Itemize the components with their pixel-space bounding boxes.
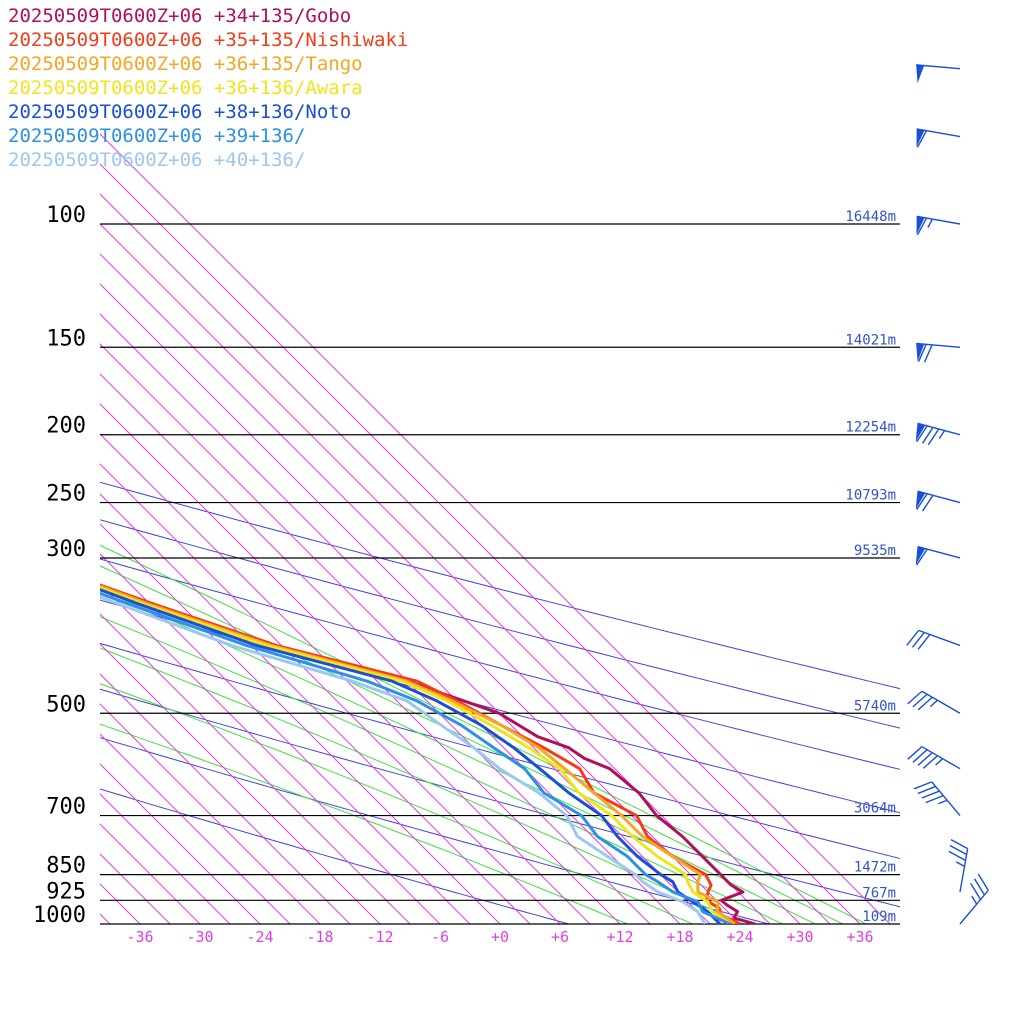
isotherm-line [100, 523, 501, 924]
legend: 20250509T0600Z+06 +34+135/Gobo 20250509T… [8, 4, 408, 172]
profile-line-5 [100, 591, 731, 924]
profile-line-6 [100, 595, 707, 924]
pressure-label: 250 [46, 482, 86, 507]
isotherm-line [100, 703, 321, 924]
temperature-tick-label: +30 [786, 928, 813, 946]
wind-barb [906, 629, 961, 650]
legend-item-noto: 20250509T0600Z+06 +38+136/Noto [8, 101, 352, 123]
isotherm-line [100, 553, 471, 924]
profile-line-3 [100, 586, 731, 924]
pressure-label: 925 [46, 879, 86, 904]
wind-barb [907, 690, 961, 714]
pressure-label: 850 [46, 854, 86, 879]
wind-barb [916, 215, 961, 236]
isobars [100, 223, 900, 925]
temperature-tick-label: -30 [186, 928, 213, 946]
temperature-tick-label: +12 [606, 928, 633, 946]
isotherm-line [100, 613, 411, 924]
pressure-label: 100 [46, 203, 86, 228]
height-label: 10793m [845, 488, 896, 504]
height-label: 9535m [854, 543, 896, 559]
wind-barb [916, 128, 961, 148]
wind-barb [915, 545, 961, 566]
pressure-label: 1000 [33, 903, 86, 928]
temperature-tick-label: +0 [491, 928, 509, 946]
moist-adiabat-line [100, 589, 817, 924]
wind-barb [916, 64, 961, 84]
wind-barb [913, 781, 961, 817]
profile-line-1 [100, 583, 741, 924]
temperature-tick-label: +6 [551, 928, 569, 946]
temperature-tick-label: +36 [846, 928, 873, 946]
pressure-label: 150 [46, 326, 86, 351]
height-label: 14021m [845, 332, 896, 348]
isotherm-line [100, 463, 561, 924]
legend-item-39-136: 20250509T0600Z+06 +39+136/ [8, 125, 306, 147]
isotherm-line [100, 643, 381, 924]
pressure-label: 300 [46, 537, 86, 562]
legend-item-tango: 20250509T0600Z+06 +36+135/Tango [8, 53, 363, 75]
isotherm-line [100, 673, 351, 924]
isotherm-line [100, 583, 441, 924]
moist-adiabat-line [100, 616, 784, 924]
height-label: 5740m [854, 698, 896, 714]
moist-adiabat-line [100, 565, 844, 924]
temperature-tick-label: -12 [366, 928, 393, 946]
pressure-label: 700 [46, 795, 86, 820]
height-label: 767m [862, 885, 896, 901]
height-label: 12254m [845, 420, 896, 436]
wind-barb [916, 342, 961, 363]
temperature-tick-label: -24 [246, 928, 273, 946]
moist-adiabat-line [100, 647, 744, 924]
dry-adiabat-line [100, 642, 900, 859]
legend-item-nishiwaki: 20250509T0600Z+06 +35+135/Nishiwaki [8, 29, 409, 51]
legend-item-40-136: 20250509T0600Z+06 +40+136/ [8, 149, 306, 171]
height-label: 109m [862, 909, 896, 925]
wind-barb [959, 873, 989, 925]
temperature-tick-label: -36 [126, 928, 153, 946]
isotherm-line [100, 733, 291, 924]
temperature-tick-label: -6 [431, 928, 449, 946]
wind-barb [948, 838, 969, 893]
profile-line-4 [100, 588, 722, 924]
legend-item-awara: 20250509T0600Z+06 +36+136/Awara [8, 77, 363, 99]
height-label: 1472m [854, 860, 896, 876]
moist-adiabat-line [100, 683, 694, 924]
height-label: 16448m [845, 209, 896, 225]
moist-adiabats [100, 544, 868, 924]
pressure-label: 500 [46, 692, 86, 717]
wind-barb [915, 422, 961, 446]
wind-barbs [906, 64, 989, 925]
dry-adiabat-line [100, 599, 900, 814]
wind-barb [915, 490, 961, 512]
legend-item-gobo: 20250509T0600Z+06 +34+135/Gobo [8, 5, 352, 27]
isotherm-line [100, 493, 531, 924]
temperature-tick-label: +18 [666, 928, 693, 946]
pressure-label: 200 [46, 414, 86, 439]
dry-adiabat-line [100, 737, 771, 924]
moist-adiabat-line [100, 544, 868, 924]
temperature-tick-label: -18 [306, 928, 333, 946]
profile-line-0 [100, 584, 756, 924]
dry-adiabat-line [100, 558, 900, 770]
temperature-profiles [100, 583, 756, 924]
moist-adiabat-line [100, 723, 629, 924]
dry-adiabat-line [100, 688, 900, 908]
wind-barb [907, 746, 961, 770]
temperature-tick-label: +24 [726, 928, 753, 946]
height-label: 3064m [854, 801, 896, 817]
